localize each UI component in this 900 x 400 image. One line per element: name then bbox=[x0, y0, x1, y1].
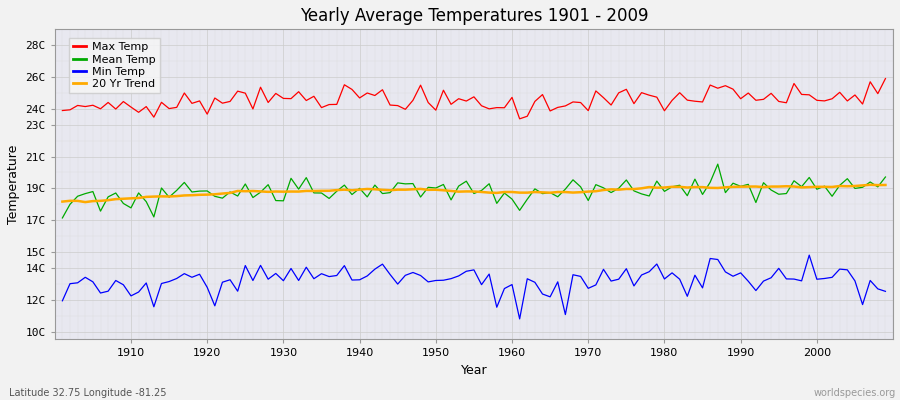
Title: Yearly Average Temperatures 1901 - 2009: Yearly Average Temperatures 1901 - 2009 bbox=[300, 7, 648, 25]
Text: worldspecies.org: worldspecies.org bbox=[814, 388, 896, 398]
X-axis label: Year: Year bbox=[461, 364, 487, 377]
Legend: Max Temp, Mean Temp, Min Temp, 20 Yr Trend: Max Temp, Mean Temp, Min Temp, 20 Yr Tre… bbox=[68, 38, 160, 94]
Text: Latitude 32.75 Longitude -81.25: Latitude 32.75 Longitude -81.25 bbox=[9, 388, 166, 398]
Y-axis label: Temperature: Temperature bbox=[7, 145, 20, 224]
